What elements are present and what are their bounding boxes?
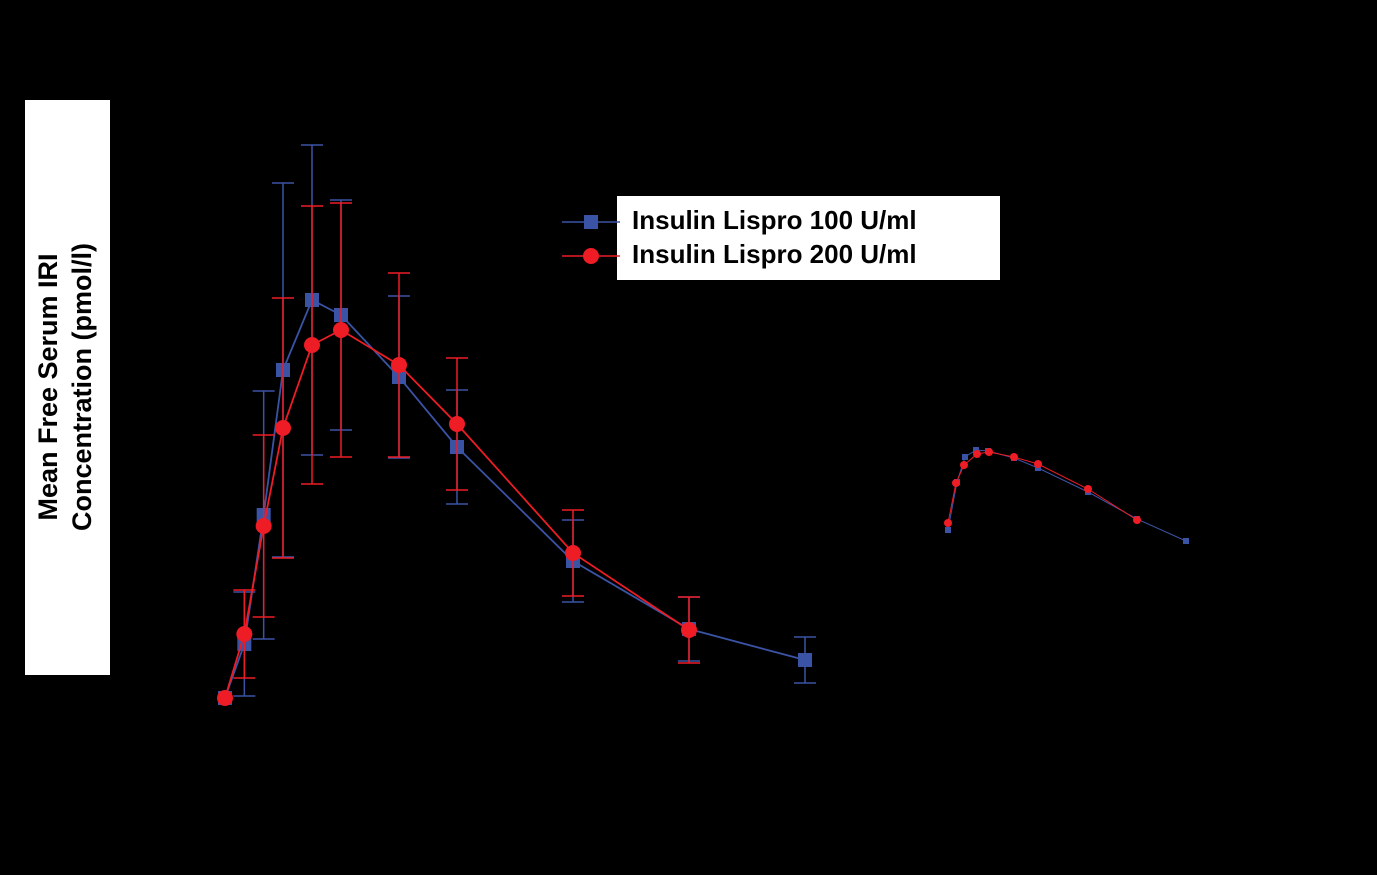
marker — [1084, 485, 1092, 493]
marker — [952, 479, 960, 487]
marker — [1010, 453, 1018, 461]
legend-box — [617, 196, 1000, 280]
marker — [255, 518, 272, 534]
marker — [962, 454, 968, 460]
y-label-box — [25, 100, 110, 675]
legend-marker — [584, 215, 598, 229]
marker — [1183, 538, 1189, 544]
marker — [449, 416, 465, 432]
marker — [236, 626, 253, 642]
marker — [391, 357, 407, 373]
y-label: Mean Free Serum IRI Concentration (pmol/… — [33, 243, 97, 531]
marker — [565, 545, 581, 561]
marker — [1133, 516, 1141, 524]
marker — [973, 447, 979, 453]
legend-marker — [583, 248, 599, 264]
marker — [944, 519, 952, 527]
marker — [1034, 460, 1042, 468]
series-line — [224, 328, 690, 699]
marker — [973, 450, 981, 458]
y-label-line: Concentration (pmol/l) — [67, 243, 97, 531]
marker — [960, 461, 968, 469]
marker — [985, 448, 993, 456]
marker — [304, 337, 320, 353]
legend-label: Insulin Lispro 100 U/ml — [632, 205, 917, 235]
y-label-line: Mean Free Serum IRI — [33, 253, 63, 520]
marker — [945, 527, 951, 533]
marker — [681, 622, 697, 638]
marker — [798, 653, 812, 667]
marker — [275, 420, 291, 436]
marker — [217, 690, 233, 706]
legend-label: Insulin Lispro 200 U/ml — [632, 239, 917, 269]
marker — [333, 322, 349, 338]
